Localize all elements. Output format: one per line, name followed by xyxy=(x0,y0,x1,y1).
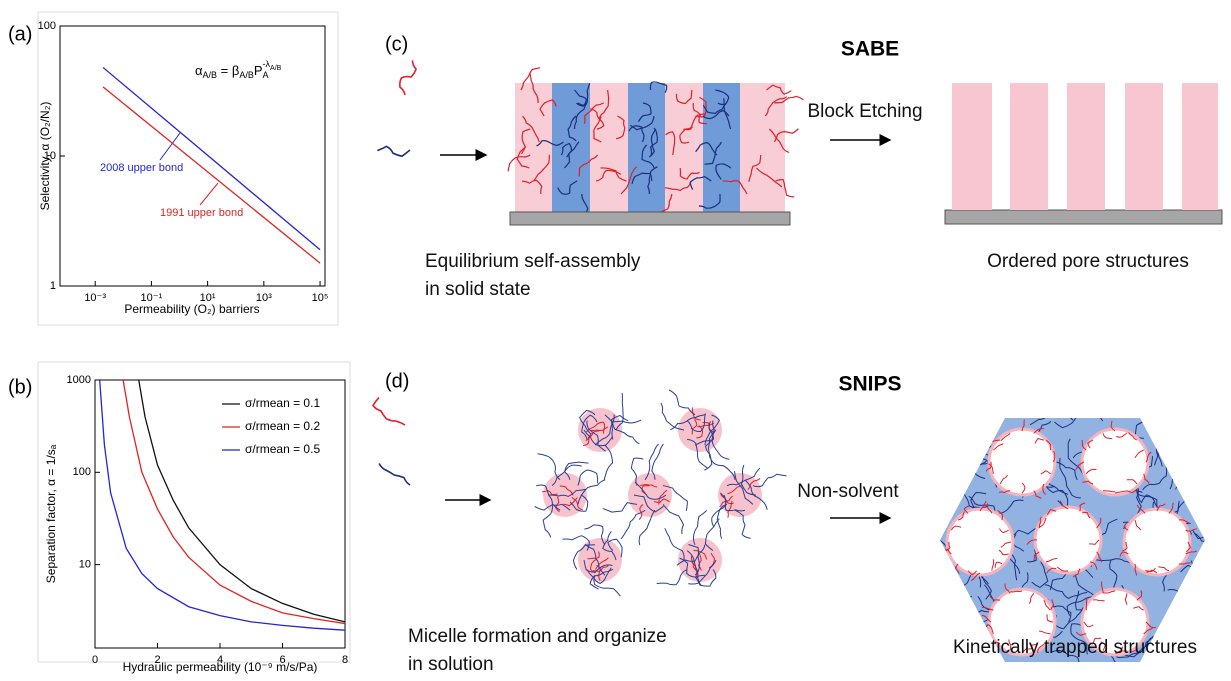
legend-label: σ/rmean = 0.2 xyxy=(245,419,320,433)
series-line xyxy=(103,87,320,263)
series-line xyxy=(103,67,320,249)
chain xyxy=(377,146,410,156)
copolymer xyxy=(373,60,416,485)
panel-title: SABE xyxy=(841,38,899,61)
panel-label: (d) xyxy=(385,370,409,392)
chain xyxy=(982,391,1008,419)
series-line xyxy=(100,380,345,630)
legend-label: σ/rmean = 0.5 xyxy=(245,442,320,456)
chain xyxy=(373,398,405,425)
pore xyxy=(1082,429,1148,495)
x-tick-label: 10⁻³ xyxy=(84,292,106,304)
x-tick-label: 10⁵ xyxy=(312,292,329,304)
x-tick-label: 0 xyxy=(92,654,98,666)
micelles xyxy=(535,390,787,596)
y-tick-label: 10 xyxy=(79,559,91,571)
chain xyxy=(943,432,970,466)
chain xyxy=(962,596,972,633)
y-tick-label: 100 xyxy=(73,466,91,478)
pore xyxy=(1124,509,1190,575)
lamella xyxy=(703,83,740,212)
substrate xyxy=(510,212,790,225)
chain xyxy=(400,60,416,95)
x-axis-title: Hydraulic permeability (10⁻⁹ m/s/Pa) xyxy=(123,660,318,674)
lamella xyxy=(628,83,665,212)
chain xyxy=(1166,425,1188,453)
caption: Kinetically trapped structures xyxy=(953,637,1197,658)
chain xyxy=(1176,456,1203,490)
chain xyxy=(942,410,986,425)
chain xyxy=(538,454,560,480)
lamellae xyxy=(508,68,803,222)
legend-label: σ/rmean = 0.1 xyxy=(245,396,320,410)
page: {"chart_data":[ {"type":"line","panel_la… xyxy=(0,0,1231,681)
y-tick-label: 100 xyxy=(38,20,56,32)
pillars xyxy=(952,83,1218,210)
chain xyxy=(942,387,956,433)
figure: (a) (b) αA/B = βA/BPA-λA/B (c) SABE Bloc… xyxy=(0,0,1231,676)
caption: Equilibrium self-assembly xyxy=(425,251,641,272)
panel-label: (b) xyxy=(8,376,32,398)
caption: in solution xyxy=(408,654,494,675)
arrow-label: Block Etching xyxy=(807,101,922,122)
y-axis-title: Selectivity, α (O₂/N₂) xyxy=(38,102,52,211)
y-tick-label: 1 xyxy=(50,280,56,292)
chain xyxy=(1186,475,1200,510)
chain xyxy=(1169,444,1204,462)
y-tick-label: 1000 xyxy=(67,374,91,386)
x-axis-title: Permeability (O₂) barriers xyxy=(124,302,259,316)
micelle-core xyxy=(578,538,622,582)
chain xyxy=(960,422,992,449)
chain xyxy=(669,390,695,415)
series-label: 1991 upper bond xyxy=(160,207,243,219)
series-label: 2008 upper bond xyxy=(100,162,183,174)
substrate xyxy=(945,210,1222,224)
caption: Micelle formation and organize xyxy=(408,626,667,647)
y-axis-title: Separation factor, α = 1/sₐ xyxy=(44,444,58,583)
panel-title: SNIPS xyxy=(838,373,901,396)
panel-label: (c) xyxy=(385,33,408,55)
pore xyxy=(1035,507,1101,573)
arrow-label: Non-solvent xyxy=(797,481,899,502)
caption: Ordered pore structures xyxy=(987,251,1189,272)
panel-label: (a) xyxy=(8,23,32,45)
chain xyxy=(931,462,964,492)
pore xyxy=(989,429,1055,495)
leader xyxy=(200,183,218,205)
chain xyxy=(1188,499,1222,514)
equation: αA/B = βA/BPA-λA/B xyxy=(195,59,282,80)
lamella xyxy=(665,83,703,212)
caption: in solid state xyxy=(425,279,531,300)
series-line xyxy=(139,380,345,622)
chain xyxy=(1158,435,1178,467)
chain xyxy=(1183,407,1225,420)
plot-frame xyxy=(60,26,325,286)
chain xyxy=(1086,598,1087,610)
panel-frame xyxy=(38,12,338,325)
x-tick-label: 8 xyxy=(342,654,348,666)
chain xyxy=(1098,376,1107,421)
chain xyxy=(955,605,978,638)
chain xyxy=(379,464,410,486)
